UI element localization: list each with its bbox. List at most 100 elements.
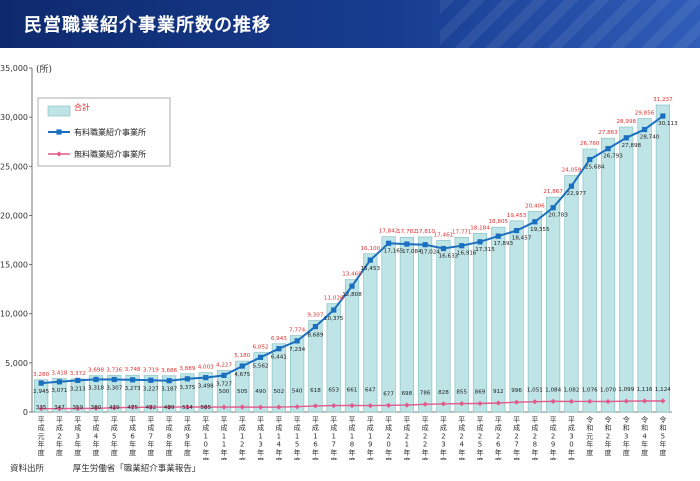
y-tick-label: 25,000 xyxy=(0,162,28,171)
point-paid xyxy=(56,379,63,385)
bar-total xyxy=(52,378,67,413)
point-free xyxy=(422,401,428,407)
label-paid: 17,893 xyxy=(493,241,513,247)
x-tick-label: 平成 7 年度 xyxy=(147,416,154,457)
bar-total xyxy=(143,375,158,413)
x-tick-label: 平成14年度 xyxy=(275,416,282,460)
label-total: 9,307 xyxy=(307,313,323,319)
label-paid: 19,355 xyxy=(530,227,550,233)
label-free: 1,051 xyxy=(527,388,543,394)
label-paid: 18,457 xyxy=(512,236,532,242)
bar-total xyxy=(436,240,451,413)
label-paid: 2,945 xyxy=(33,389,49,395)
x-tick-label: 平成21年度 xyxy=(403,416,410,460)
label-paid: 3,727 xyxy=(216,381,232,387)
point-free xyxy=(459,400,465,407)
x-tick-labels: 平成元年度 平成 2 年度 平成 3 年度 平成 4 年度 平成 5 年度 平成 6 年度 平成 7 年度 平成 8 年度… xyxy=(38,415,667,460)
bar-total xyxy=(600,137,616,413)
point-free xyxy=(93,405,99,411)
bar-series xyxy=(34,104,670,413)
y-tick-label: 30,000 xyxy=(0,113,28,122)
label-paid: 3,273 xyxy=(125,386,141,392)
label-total: 3,686 xyxy=(161,368,177,374)
label-paid: 3,071 xyxy=(51,388,67,394)
x-tick-label: 平成25年度 xyxy=(477,416,484,460)
point-free xyxy=(513,399,520,405)
label-total: 3,748 xyxy=(125,367,141,373)
label-free: 912 xyxy=(493,389,504,395)
point-free xyxy=(440,401,447,407)
point-free xyxy=(111,405,117,411)
label-paid: 3,318 xyxy=(88,385,104,391)
point-free xyxy=(166,404,172,410)
bar-total xyxy=(546,196,561,413)
x-tick-label: 令和 2 年度 xyxy=(605,415,612,457)
bar-total xyxy=(180,373,195,413)
point-paid xyxy=(239,363,245,369)
x-tick-label: 平成12年度 xyxy=(239,416,246,460)
label-total: 13,469 xyxy=(342,272,362,278)
point-free xyxy=(203,404,209,410)
point-paid xyxy=(440,245,447,252)
label-free: 828 xyxy=(438,390,449,396)
label-paid: 17,165 xyxy=(384,248,404,254)
bar-total xyxy=(454,237,469,413)
label-paid: 3,187 xyxy=(161,387,177,393)
label-paid: 7,234 xyxy=(289,347,305,353)
label-paid: 3,227 xyxy=(143,386,159,392)
x-tick-label: 令和 4 年度 xyxy=(641,415,648,457)
bar-total xyxy=(107,374,122,413)
point-paid xyxy=(660,113,666,119)
label-free: 1,084 xyxy=(545,387,561,393)
x-tick-label: 令和元年度 xyxy=(586,415,593,457)
y-tick-label: 0 xyxy=(23,408,28,417)
label-total: 3,418 xyxy=(51,370,67,376)
bar-total xyxy=(326,303,341,413)
label-free: 380 xyxy=(91,405,102,411)
legend-marker-free xyxy=(56,151,62,157)
bar-total xyxy=(216,370,232,413)
point-free xyxy=(148,404,154,410)
y-tick-label: 35,000 xyxy=(0,64,28,73)
x-tick-label: 平成13年度 xyxy=(257,416,264,460)
point-free xyxy=(404,402,410,408)
point-paid xyxy=(459,243,465,249)
point-free xyxy=(550,398,556,404)
label-total: 31,237 xyxy=(653,97,673,103)
label-paid: 4,675 xyxy=(234,372,250,378)
point-free xyxy=(312,403,319,409)
point-paid xyxy=(257,354,264,360)
bar-total xyxy=(125,374,140,413)
bar-total xyxy=(564,175,579,413)
bar-total xyxy=(198,372,213,413)
point-paid xyxy=(349,283,355,289)
point-paid xyxy=(532,219,538,225)
label-total: 3,372 xyxy=(70,371,86,377)
point-paid xyxy=(93,376,99,382)
bar-total xyxy=(619,126,634,413)
label-paid: 3,307 xyxy=(106,385,122,391)
label-paid: 12,808 xyxy=(342,292,362,298)
label-total: 7,774 xyxy=(289,328,305,334)
label-paid: 15,453 xyxy=(360,266,380,272)
y-unit-label: (所) xyxy=(36,64,52,75)
x-tick-label: 平成27年度 xyxy=(513,416,520,460)
legend-label-paid: 有料職業紹介事業所 xyxy=(74,127,146,137)
label-paid: 17,024 xyxy=(420,250,440,256)
x-tick-label: 平成22年度 xyxy=(422,416,429,460)
legend-label-total: 合計 xyxy=(74,102,90,112)
x-tick-label: 令和 3 年度 xyxy=(623,415,630,457)
point-free xyxy=(660,398,666,404)
point-free xyxy=(75,405,81,412)
label-paid: 17,084 xyxy=(402,249,422,255)
bar-total xyxy=(88,375,104,413)
label-paid: 3,498 xyxy=(198,384,214,390)
label-free: 492 xyxy=(146,405,157,411)
bar-total xyxy=(418,236,433,413)
point-free xyxy=(385,402,392,408)
label-paid: 5,562 xyxy=(253,363,269,369)
label-paid: 27,898 xyxy=(621,143,641,149)
x-tick-label: 平成24年度 xyxy=(458,416,465,460)
bar-total xyxy=(509,220,524,413)
point-paid xyxy=(276,346,282,352)
